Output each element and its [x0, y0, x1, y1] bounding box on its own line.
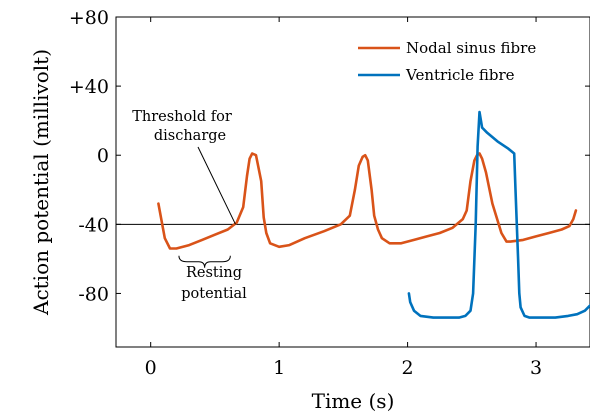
- threshold-annotation-line-2: discharge: [154, 128, 226, 144]
- x-axis-title: Time (s): [312, 389, 395, 413]
- y-tick-label: 0: [97, 145, 109, 167]
- y-tick-label: -40: [78, 214, 109, 236]
- plot-frame: [115, 16, 590, 348]
- threshold-annotation: Threshold for discharge: [132, 109, 236, 225]
- resting-annotation-line-1: Resting: [186, 265, 242, 281]
- resting-annotation: Resting potential: [178, 255, 247, 302]
- y-tick-label: +80: [69, 7, 109, 29]
- x-tick-label: 1: [273, 357, 285, 379]
- threshold-pointer-line: [197, 146, 236, 225]
- y-axis-title: Action potential (millivolt): [29, 49, 53, 316]
- threshold-annotation-line-1: Threshold for: [132, 109, 232, 125]
- legend: Nodal sinus fibre Ventricle fibre: [358, 39, 536, 84]
- x-tick-label: 2: [402, 357, 414, 379]
- y-tick-label: -80: [78, 283, 109, 305]
- ticks-layer: 0 1 2 3 +80 +40 0 -40 -80: [69, 7, 590, 379]
- series-line-ventricle: [407, 110, 590, 319]
- series-layer: [157, 110, 590, 319]
- legend-label-nodal: Nodal sinus fibre: [406, 39, 536, 57]
- x-tick-label: 0: [145, 357, 157, 379]
- resting-annotation-line-2: potential: [181, 286, 247, 302]
- x-tick-label: 3: [530, 357, 542, 379]
- series-line-nodal-sinus: [157, 152, 578, 250]
- y-tick-label: +40: [69, 76, 109, 98]
- legend-label-ventricle: Ventricle fibre: [405, 66, 515, 84]
